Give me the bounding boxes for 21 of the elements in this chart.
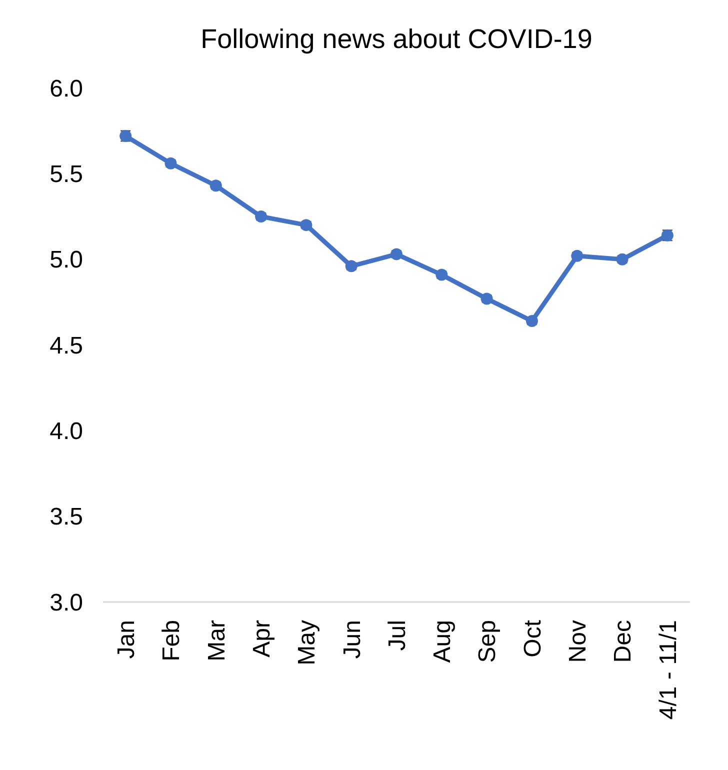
y-tick-label: 6.0 bbox=[50, 75, 83, 102]
x-tick-label: Sep bbox=[474, 620, 502, 663]
x-tick-label: Oct bbox=[519, 620, 546, 658]
x-tick-label: Jan bbox=[112, 620, 140, 659]
y-tick-label: 4.0 bbox=[50, 418, 83, 446]
x-tick-label: Jun bbox=[338, 620, 366, 659]
x-tick-label: May bbox=[294, 620, 321, 666]
x-tick-label: Aug bbox=[429, 620, 456, 663]
x-tick-label: Apr bbox=[248, 620, 276, 658]
y-tick-label: 3.5 bbox=[50, 504, 83, 531]
chart-title: Following news about COVID-19 bbox=[200, 24, 592, 54]
x-tick-label: 4/1 - 11/1 bbox=[654, 620, 682, 720]
x-tick-label: Feb bbox=[158, 620, 186, 662]
y-tick-label: 4.5 bbox=[50, 332, 83, 360]
y-tick-label: 3.0 bbox=[50, 589, 83, 616]
y-tick-label: 5.0 bbox=[50, 246, 83, 274]
y-tick-label: 5.5 bbox=[50, 161, 83, 188]
x-tick-label: Jul bbox=[384, 620, 411, 651]
x-tick-label: Dec bbox=[610, 620, 637, 663]
x-tick-label: Mar bbox=[203, 620, 230, 662]
x-tick-label: Nov bbox=[564, 620, 592, 663]
